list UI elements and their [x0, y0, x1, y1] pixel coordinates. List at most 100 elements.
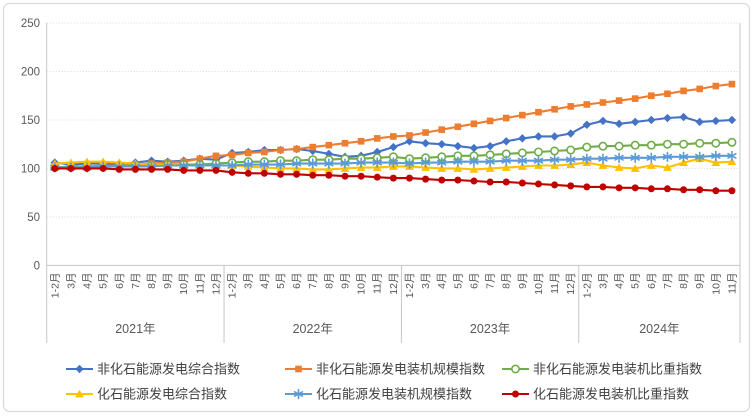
square-marker	[196, 155, 204, 163]
circle-filled-marker	[438, 176, 446, 184]
circle-filled-marker	[551, 181, 559, 189]
diamond-marker	[75, 364, 84, 374]
square-marker	[615, 97, 623, 104]
month-label: 5月	[275, 273, 287, 289]
month-label: 4月	[436, 273, 448, 289]
square-marker	[631, 95, 639, 102]
month-label: 12月	[210, 273, 222, 295]
circle-open-marker	[598, 141, 608, 151]
year-label: 2022年	[293, 322, 333, 336]
legend-label: 非化石能源发电综合指数	[97, 362, 240, 377]
circle-filled-marker	[83, 164, 91, 172]
month-label: 3月	[597, 273, 609, 289]
circle-filled-marker	[534, 180, 542, 188]
year-label: 2021年	[115, 322, 155, 336]
diamond-marker	[614, 119, 624, 129]
month-label: 12月	[565, 273, 577, 295]
circle-open-marker	[679, 139, 689, 149]
square-marker	[228, 151, 236, 159]
circle-filled-marker	[454, 176, 462, 184]
circle-filled-marker	[51, 164, 59, 172]
triangle-marker	[66, 158, 76, 167]
legend-item-fossil-installed-capacity-share-index: 化石能源发电装机比重指数	[502, 387, 689, 402]
month-label: 10月	[710, 273, 722, 295]
circle-filled-marker	[293, 170, 301, 178]
circle-filled-marker	[405, 174, 413, 182]
square-marker	[325, 141, 333, 149]
asterisk-marker	[533, 155, 544, 166]
triangle-marker	[308, 165, 318, 173]
year-label: 2023年	[470, 322, 510, 336]
circle-open-marker	[582, 142, 592, 152]
asterisk-marker	[453, 156, 463, 167]
asterisk-marker	[598, 153, 608, 164]
square-marker	[295, 365, 302, 373]
month-label: 7月	[485, 273, 497, 289]
asterisk-marker	[227, 160, 237, 171]
square-marker	[470, 120, 478, 128]
asterisk-marker	[711, 150, 721, 162]
y-tick-label: 250	[21, 18, 40, 30]
square-marker	[502, 114, 510, 122]
asterisk-marker	[275, 159, 286, 170]
legend-label: 非化石能源发电装机规模指数	[316, 362, 485, 377]
circle-filled-marker	[599, 183, 607, 191]
legend-label: 化石能源发电装机比重指数	[533, 387, 689, 402]
month-label: 3月	[243, 273, 255, 289]
triangle-marker	[82, 157, 92, 166]
asterisk-marker	[388, 157, 399, 168]
square-marker	[438, 126, 446, 133]
month-label: 3月	[420, 273, 432, 289]
month-label: 9月	[162, 273, 174, 289]
y-tick-label: 150	[21, 115, 40, 127]
month-label: 9月	[339, 273, 351, 289]
series-fossil-installed-capacity-share-index	[51, 164, 736, 195]
circle-filled-marker	[357, 172, 365, 180]
square-marker	[390, 133, 397, 140]
chart-frame-border	[2, 2, 751, 413]
square-marker	[373, 135, 381, 142]
legend-label: 化石能源发电装机规模指数	[316, 387, 472, 402]
square-marker	[406, 132, 413, 139]
triangle-marker	[485, 164, 495, 172]
triangle-marker	[324, 165, 334, 173]
circle-filled-marker	[260, 169, 268, 177]
square-marker	[277, 146, 284, 154]
year-label: 2024年	[639, 322, 679, 336]
asterisk-marker	[469, 156, 479, 167]
triangle-marker	[727, 157, 737, 166]
chart-legend: 非化石能源发电综合指数 非化石能源发电装机规模指数 非化石能源发电装机比重指数化石能…	[66, 362, 702, 402]
month-label: 4月	[82, 273, 94, 289]
asterisk-marker	[582, 153, 592, 164]
circle-open-marker	[533, 147, 543, 157]
month-label: 5月	[98, 273, 110, 289]
asterisk-marker	[324, 158, 334, 169]
circle-open-marker	[614, 141, 624, 151]
diamond-marker	[711, 116, 721, 126]
asterisk-marker	[614, 152, 624, 163]
month-label: 3月	[65, 273, 77, 289]
square-marker	[454, 123, 462, 131]
circle-filled-marker	[212, 166, 220, 174]
y-axis-tick-labels: 0 50 100 150 200 250	[21, 18, 40, 272]
circle-open-marker	[630, 140, 640, 150]
square-marker	[212, 152, 220, 160]
diamond-marker	[502, 137, 511, 146]
circle-open-marker	[510, 364, 520, 374]
triangle-marker	[517, 162, 527, 170]
month-label: 1-2月	[227, 273, 239, 299]
circle-filled-marker	[373, 173, 381, 181]
asterisk-marker	[293, 388, 304, 400]
month-label: 8月	[146, 273, 158, 289]
month-label: 7月	[130, 273, 142, 289]
square-marker	[599, 99, 607, 106]
month-label: 11月	[372, 273, 384, 294]
triangle-marker	[614, 163, 624, 171]
square-marker	[696, 85, 703, 93]
asterisk-marker	[291, 158, 302, 169]
square-marker	[293, 145, 300, 153]
legend-item-fossil-power-comprehensive-index: 化石能源发电综合指数	[66, 387, 227, 402]
diamond-marker	[550, 132, 559, 141]
